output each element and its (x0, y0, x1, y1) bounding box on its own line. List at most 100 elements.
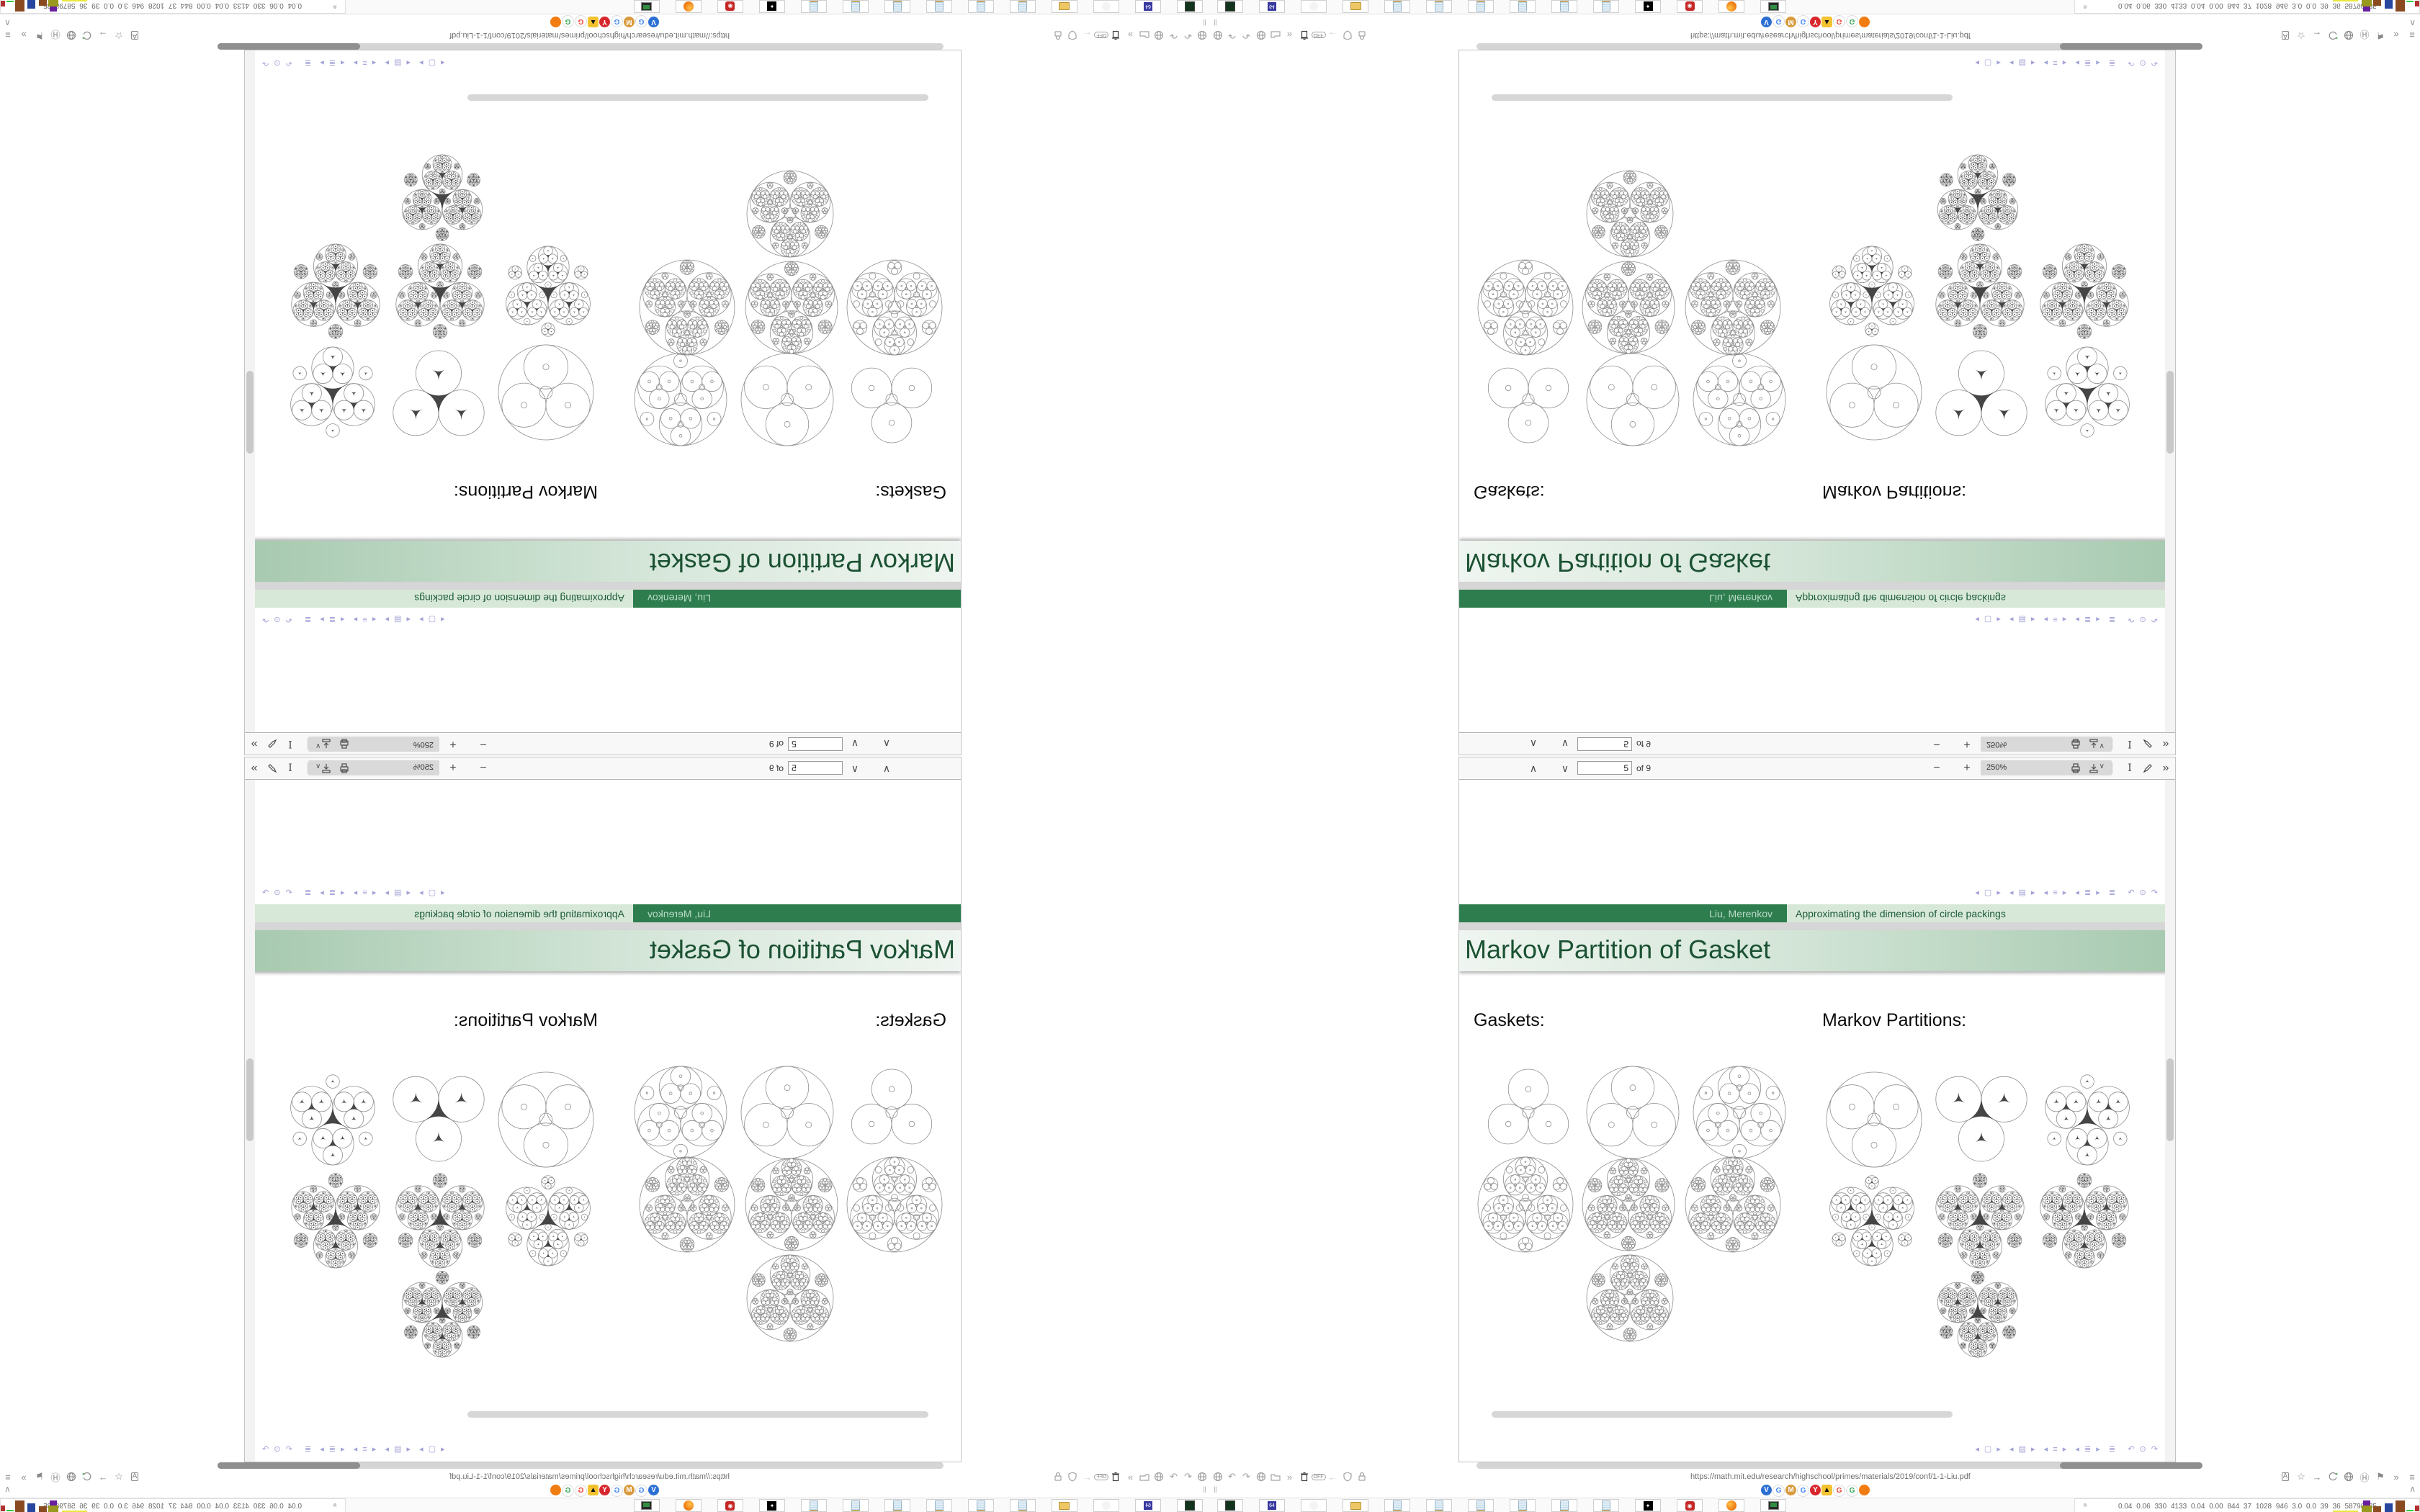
launcher-notepad[interactable] (1551, 1499, 1577, 1512)
globe-icon[interactable] (1153, 1471, 1165, 1482)
launcher-monitor[interactable] (634, 1499, 660, 1512)
globe-icon[interactable] (1211, 1471, 1224, 1482)
reload-icon[interactable] (81, 1471, 93, 1482)
bookmark-yandex[interactable]: Y (1810, 1485, 1821, 1495)
launcher-notepad[interactable] (884, 0, 910, 13)
launcher-notepad[interactable] (843, 0, 869, 13)
launcher-notepad[interactable] (884, 1499, 910, 1512)
bookmark-google-1[interactable]: G (1773, 1485, 1785, 1497)
launcher-notepad[interactable] (1384, 0, 1410, 13)
globe-icon[interactable] (1196, 1471, 1209, 1482)
download-icon[interactable] (320, 762, 333, 775)
scrollbar-thumb[interactable] (2166, 1058, 2174, 1141)
url-text[interactable]: https://math.mit.edu/research/highschool… (1690, 1472, 1971, 1481)
launcher-wolf[interactable]: ✦ (759, 1499, 785, 1512)
globe-icon[interactable] (66, 30, 77, 41)
launcher-firefox[interactable] (676, 1499, 702, 1512)
launcher-floppy64[interactable]: 64 (1259, 1499, 1285, 1512)
bookmark-yandex[interactable]: Y (599, 1485, 610, 1495)
zoom-out-icon[interactable]: − (1933, 738, 1940, 750)
bookmark-coin[interactable]: M (1785, 17, 1796, 27)
double-chevron-icon[interactable]: » (1127, 30, 1134, 41)
bookmark-coin[interactable]: M (624, 1485, 635, 1495)
launcher-wolf[interactable]: ✦ (1635, 0, 1661, 13)
bookmark-google-4[interactable]: G (562, 1485, 574, 1497)
bookmark-v[interactable]: V (1761, 17, 1772, 27)
text-select-icon[interactable]: I (288, 738, 292, 750)
launcher-notepad[interactable] (1426, 1499, 1452, 1512)
lock-icon[interactable] (1355, 1471, 1368, 1482)
folder-icon[interactable] (1139, 1471, 1151, 1482)
chevron-up-icon[interactable]: ∧ (4, 18, 11, 28)
flag-icon[interactable]: ⚑ (2376, 1471, 2385, 1482)
chevron-up-icon[interactable]: ∧ (2409, 1484, 2416, 1494)
chevron-up-icon[interactable]: ∧ (4, 1484, 11, 1494)
page-up-icon[interactable]: ∧ (1529, 762, 1538, 774)
launcher-firefox[interactable] (1718, 1499, 1744, 1512)
collapse-icon[interactable]: » (331, 1504, 339, 1508)
star-icon[interactable]: ☆ (2297, 1471, 2305, 1482)
undo-icon[interactable]: ↶ (1184, 30, 1192, 41)
redo-icon[interactable]: ↷ (1170, 30, 1178, 41)
bookmark-yandex[interactable]: Y (1810, 17, 1821, 27)
bookmark-google-2[interactable]: G (1797, 1485, 1809, 1497)
folder-icon[interactable] (1139, 30, 1151, 41)
chevron-up-icon[interactable]: ∧ (2409, 18, 2416, 28)
sidebar-toggle-icon[interactable] (1464, 760, 1479, 776)
launcher-terminal[interactable] (1217, 1499, 1243, 1512)
download-icon[interactable] (320, 737, 333, 750)
double-chevron-icon[interactable]: » (21, 30, 27, 41)
bookmark-coin[interactable]: M (1785, 1485, 1796, 1495)
url-text[interactable]: https://math.mit.edu/research/highschool… (449, 31, 730, 40)
page-up-icon[interactable]: ∧ (882, 762, 891, 774)
menu-icon[interactable]: ≡ (2409, 1471, 2415, 1482)
printer-icon[interactable] (338, 762, 351, 775)
sidebar-toggle-icon[interactable] (1464, 736, 1479, 752)
launcher-floppy64[interactable]: 64 (1135, 0, 1161, 13)
back-icon[interactable]: ← (1083, 30, 1092, 41)
launcher-folder[interactable] (1052, 1499, 1077, 1512)
bookmark-coin[interactable]: M (624, 17, 635, 27)
double-chevron-icon[interactable]: » (2393, 1471, 2399, 1482)
launcher-notepad[interactable] (1426, 0, 1452, 13)
bookmark-mountain[interactable]: ▲ (588, 1485, 599, 1495)
printer-icon[interactable] (2069, 762, 2082, 775)
url-text[interactable]: https://math.mit.edu/research/highschool… (449, 1472, 730, 1481)
browser-horizontal-scrollbar[interactable] (218, 43, 944, 50)
double-chevron-icon[interactable]: » (21, 1471, 27, 1482)
flag-icon[interactable]: ⚑ (35, 30, 44, 41)
browser-horizontal-scrollbar[interactable] (1476, 43, 2202, 50)
undo-icon[interactable]: ↶ (1184, 1471, 1192, 1482)
star-icon[interactable]: ☆ (2297, 30, 2305, 41)
bookmark-mountain[interactable]: ▲ (588, 17, 599, 27)
zoom-out-icon[interactable]: − (480, 738, 487, 750)
pen-icon[interactable] (266, 762, 279, 775)
page-down-icon[interactable]: ∨ (1561, 738, 1569, 750)
scrollbar-thumb[interactable] (246, 371, 254, 454)
collapse-icon[interactable]: » (331, 4, 339, 8)
globe-icon[interactable] (1211, 30, 1224, 41)
launcher-wolf[interactable]: ✦ (759, 0, 785, 13)
browser-horizontal-scrollbar[interactable] (218, 1462, 944, 1469)
page-up-icon[interactable]: ∧ (882, 738, 891, 750)
shield-icon[interactable] (1341, 1471, 1353, 1482)
lock-icon[interactable] (1052, 30, 1065, 41)
launcher-folder[interactable] (1343, 1499, 1368, 1512)
launcher-notepad[interactable] (1551, 0, 1577, 13)
star-icon[interactable]: ☆ (115, 1471, 123, 1482)
trash-icon[interactable] (1110, 1471, 1122, 1482)
redo-icon[interactable]: ↷ (1170, 1471, 1178, 1482)
off-toggle-icon[interactable]: OFF (1094, 30, 1109, 41)
h-circle-icon[interactable]: Ⓗ (50, 29, 60, 40)
launcher-red-badge[interactable]: ◉ (1677, 0, 1703, 13)
page-down-icon[interactable]: ∨ (851, 762, 859, 774)
bookmark-v[interactable]: V (648, 1485, 659, 1495)
trash-icon[interactable] (1298, 30, 1310, 41)
beamer-nav-symbols[interactable]: ◂ ▢ ▸ ◂ ▤ ▸ ◂ ≡ ▸ ◂ ≣ ▸ ≣ ↶ ⊙ ↷ (261, 1445, 445, 1454)
bookmark-mountain[interactable]: ▲ (1821, 17, 1832, 27)
sidebar-toggle-icon[interactable] (941, 760, 956, 776)
off-toggle-icon[interactable]: OFF (1094, 1471, 1109, 1482)
lock-icon[interactable] (1052, 1471, 1065, 1482)
globe-icon[interactable] (2343, 30, 2354, 41)
page-number-input[interactable] (788, 737, 843, 751)
